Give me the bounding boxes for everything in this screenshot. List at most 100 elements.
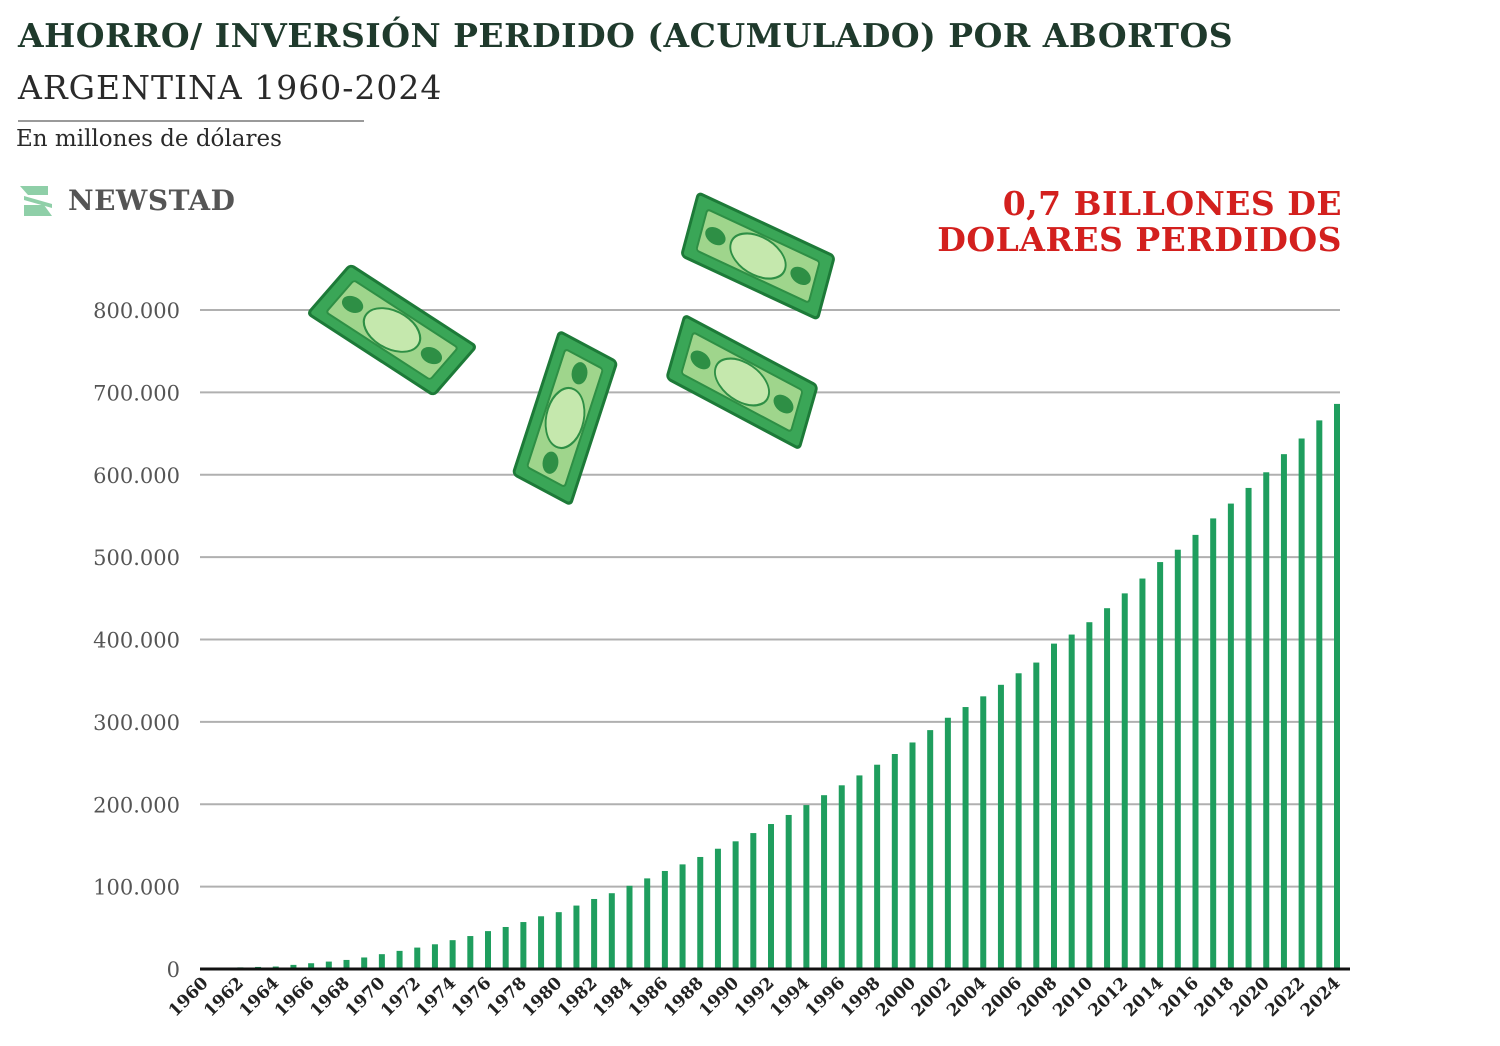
x-tick-label: 2006 <box>979 973 1027 1021</box>
units-label: En millones de dólares <box>16 126 282 152</box>
x-tick-label: 2012 <box>1085 973 1133 1021</box>
brand-name: NEWSTAD <box>68 183 236 217</box>
bar <box>944 717 951 969</box>
bar <box>1121 593 1128 969</box>
bar <box>732 841 739 969</box>
x-tick-label: 2020 <box>1226 973 1274 1021</box>
bar <box>927 730 934 969</box>
bar <box>467 936 474 969</box>
callout-line-2: DOLARES PERDIDOS <box>937 220 1342 259</box>
bar <box>1104 608 1111 969</box>
y-tick-label: 400.000 <box>93 629 180 653</box>
x-tick-label: 2002 <box>908 973 956 1021</box>
x-tick-label: 1994 <box>766 973 814 1021</box>
bar <box>838 785 845 969</box>
bar <box>290 964 297 969</box>
y-tick-label: 800.000 <box>93 299 180 323</box>
callout-line-1: 0,7 BILLONES DE <box>1002 184 1342 223</box>
bar <box>591 898 598 969</box>
x-tick-label: 1968 <box>306 973 354 1021</box>
bar <box>679 864 686 969</box>
bar <box>750 833 757 969</box>
newstad-logo-icon <box>20 186 52 216</box>
bar <box>714 848 721 969</box>
bar <box>697 856 704 969</box>
x-tick-label: 2014 <box>1120 973 1168 1021</box>
chart-subtitle: ARGENTINA 1960-2024 <box>18 68 443 107</box>
bar <box>1227 503 1234 969</box>
bar <box>1316 420 1323 969</box>
bar <box>1051 643 1057 969</box>
bar <box>325 961 332 969</box>
x-tick-label: 1988 <box>660 973 708 1021</box>
x-tick-label: 2004 <box>943 973 991 1021</box>
bar <box>909 742 916 969</box>
bar <box>1068 634 1075 969</box>
bar <box>997 684 1004 969</box>
y-tick-label: 200.000 <box>93 793 180 817</box>
bar <box>803 805 810 969</box>
money-bill-icon <box>680 191 836 321</box>
bar <box>785 814 792 969</box>
bar <box>608 893 615 969</box>
x-tick-label: 1976 <box>448 973 496 1021</box>
bar <box>1280 454 1287 969</box>
bar <box>1015 673 1022 969</box>
y-tick-label: 100.000 <box>93 876 180 900</box>
y-tick-label: 700.000 <box>93 381 180 405</box>
bar <box>626 885 633 969</box>
y-tick-label: 600.000 <box>93 464 180 488</box>
x-tick-label: 1982 <box>554 973 602 1021</box>
x-tick-label: 2016 <box>1155 973 1203 1021</box>
x-tick-label: 1984 <box>589 973 637 1021</box>
x-tick-label: 1990 <box>696 973 744 1021</box>
bar <box>485 931 491 969</box>
x-tick-label: 1980 <box>519 973 567 1021</box>
bar <box>1086 622 1093 969</box>
bar <box>1174 549 1181 969</box>
bar <box>431 944 438 969</box>
money-bill-icon <box>306 263 478 397</box>
bar <box>768 824 774 969</box>
bar <box>1157 562 1164 969</box>
bar <box>502 926 509 969</box>
bar <box>361 957 368 969</box>
bar <box>538 916 545 969</box>
x-tick-label: 2000 <box>872 973 920 1021</box>
bar <box>378 954 385 969</box>
bar <box>661 870 668 969</box>
x-tick-label: 1970 <box>342 973 390 1021</box>
bar <box>1245 487 1252 969</box>
x-tick-label: 1998 <box>837 973 885 1021</box>
bar <box>573 905 580 969</box>
money-bill-icon <box>665 313 819 451</box>
x-tick-label: 2008 <box>1014 973 1062 1021</box>
bar <box>1298 438 1305 969</box>
x-tick-label: 1964 <box>236 973 284 1021</box>
bar <box>555 912 562 969</box>
x-tick-label: 1962 <box>200 973 248 1021</box>
bar <box>821 795 828 969</box>
x-tick-label: 2010 <box>1049 973 1097 1021</box>
bar <box>980 696 987 969</box>
bar <box>1033 662 1040 969</box>
x-tick-label: 2018 <box>1191 973 1239 1021</box>
x-tick-label: 2024 <box>1297 973 1345 1021</box>
bar <box>414 947 421 969</box>
bar <box>520 922 527 969</box>
bar <box>1334 403 1340 970</box>
y-tick-label: 300.000 <box>93 711 180 735</box>
bar <box>891 754 898 969</box>
y-tick-label: 500.000 <box>93 546 180 570</box>
bar <box>396 950 403 969</box>
callout: 0,7 BILLONES DE DOLARES PERDIDOS <box>937 186 1342 258</box>
x-tick-label: 1978 <box>483 973 531 1021</box>
bar <box>856 775 863 969</box>
money-decoration <box>306 191 836 507</box>
bar <box>1139 578 1146 969</box>
divider <box>18 120 364 122</box>
x-tick-label: 1972 <box>377 973 425 1021</box>
x-tick-label: 1966 <box>271 973 319 1021</box>
bar <box>343 959 350 969</box>
